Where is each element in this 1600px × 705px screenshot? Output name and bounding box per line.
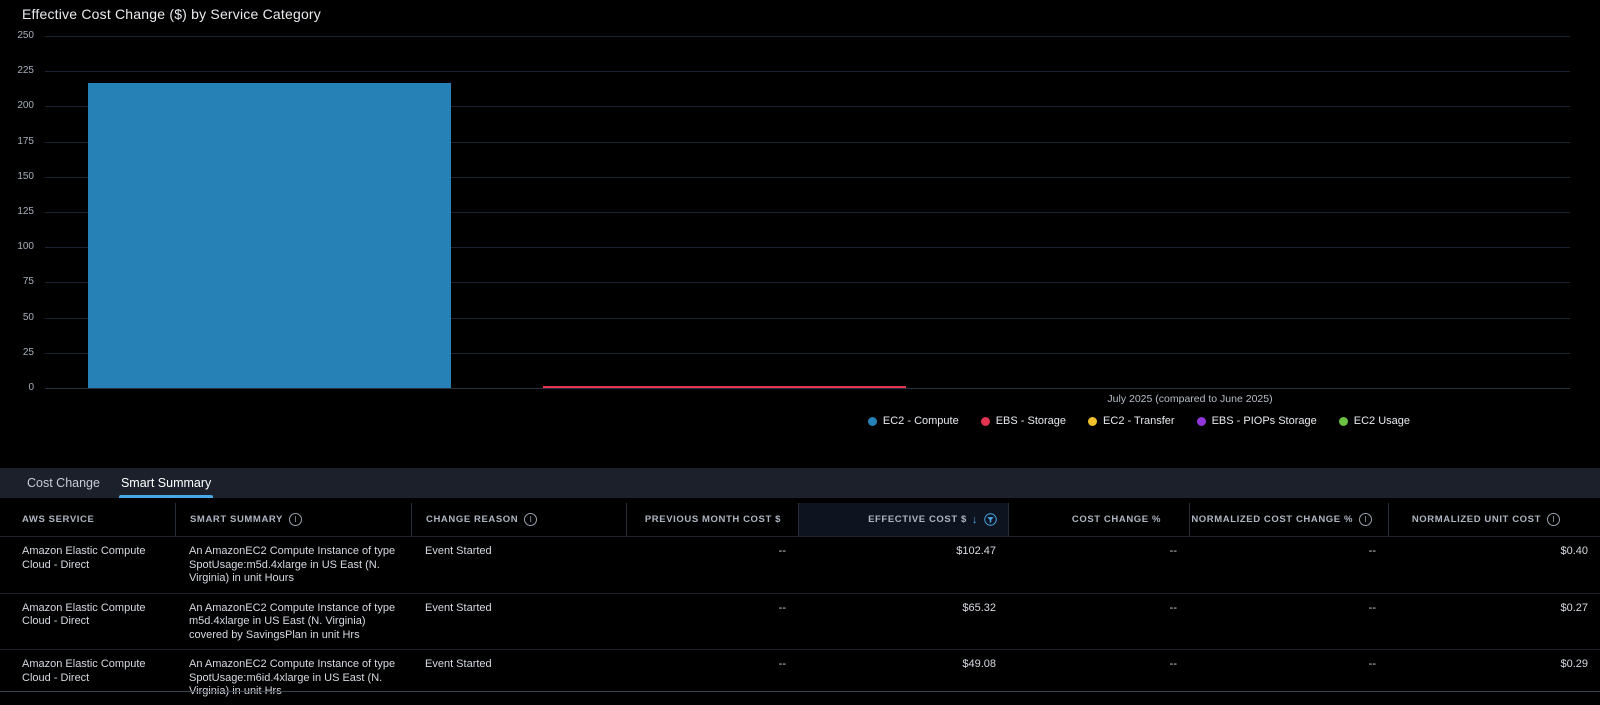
table-bottom-border (0, 691, 1600, 692)
table-header-row: AWS SERVICE SMART SUMMARY i CHANGE REASO… (0, 503, 1600, 536)
legend-dot-icon (1196, 416, 1206, 426)
cell-smart-summary: An AmazonEC2 Compute Instance of type Sp… (189, 658, 396, 697)
gridline (45, 352, 1570, 354)
column-header-effective-cost[interactable]: EFFECTIVE COST $ ↓ (798, 503, 1008, 536)
y-axis-tick: 175 (17, 135, 34, 147)
legend-item-ec2-compute[interactable]: EC2 - Compute (867, 415, 959, 427)
tab-bar: Cost Change Smart Summary (0, 468, 1600, 498)
cell-previous-month-cost: -- (778, 658, 786, 670)
cell-smart-summary: An AmazonEC2 Compute Instance of type m5… (189, 601, 396, 641)
cell-effective-cost: $49.08 (962, 658, 996, 670)
cell-normalized-cost-change-pct: -- (1368, 545, 1376, 557)
gridline (45, 317, 1570, 319)
gridline (45, 247, 1570, 249)
y-axis-tick: 250 (17, 30, 34, 41)
cell-change-reason: Event Started (425, 545, 492, 557)
cell-cost-change-pct: -- (1169, 601, 1177, 614)
cell-change-reason: Event Started (425, 658, 492, 670)
column-header-change-reason[interactable]: CHANGE REASON i (411, 503, 626, 536)
table-row[interactable]: Amazon Elastic Compute Cloud - Direct An… (0, 592, 1600, 650)
legend-label: EC2 Usage (1353, 415, 1410, 427)
y-axis-tick: 75 (22, 276, 34, 288)
y-axis-tick: 225 (17, 65, 34, 77)
column-header-aws-service[interactable]: AWS SERVICE (22, 514, 95, 525)
cell-normalized-unit-cost: $0.40 (1560, 545, 1588, 557)
sort-desc-icon[interactable]: ↓ (971, 513, 978, 526)
gridline (45, 106, 1570, 108)
legend-dot-icon (980, 416, 990, 426)
legend-dot-icon (1338, 416, 1348, 426)
filter-icon[interactable] (984, 513, 997, 526)
y-axis-tick: 25 (22, 346, 34, 358)
legend-item-ec2-usage[interactable]: EC2 Usage (1338, 415, 1410, 427)
gridline (45, 212, 1570, 213)
x-axis-baseline (45, 388, 1570, 389)
smart-summary-table: AWS SERVICE SMART SUMMARY i CHANGE REASO… (0, 503, 1600, 705)
legend-item-ec2-transfer[interactable]: EC2 - Transfer (1088, 415, 1175, 427)
legend-item-ebs-piops-storage[interactable]: EBS - PIOPs Storage (1196, 415, 1317, 427)
cell-aws-service: Amazon Elastic Compute Cloud - Direct (22, 545, 146, 571)
bar-ec2-compute[interactable] (88, 82, 451, 388)
column-header-normalized-unit-cost[interactable]: NORMALIZED UNIT COST i (1388, 503, 1600, 536)
y-axis-tick: 0 (28, 381, 34, 393)
chart-plot-area (0, 36, 1600, 389)
legend-dot-icon (1088, 416, 1098, 426)
legend-dot-icon (867, 416, 877, 426)
tab-label: Cost Change (27, 476, 100, 490)
cell-cost-change-pct: -- (1169, 545, 1177, 557)
info-icon[interactable]: i (1547, 513, 1560, 526)
cell-aws-service: Amazon Elastic Compute Cloud - Direct (22, 601, 146, 628)
info-icon[interactable]: i (1359, 513, 1372, 526)
cell-cost-change-pct: -- (1169, 658, 1177, 670)
column-header-normalized-cost-change-pct[interactable]: NORMALIZED COST CHANGE % i (1189, 503, 1388, 536)
y-axis-tick: 125 (17, 205, 34, 217)
chart-title: Effective Cost Change ($) by Service Cat… (22, 6, 321, 22)
gridline (45, 176, 1570, 178)
tab-smart-summary[interactable]: Smart Summary (118, 468, 214, 498)
table-row[interactable]: Amazon Elastic Compute Cloud - Direct An… (0, 536, 1600, 593)
tab-cost-change[interactable]: Cost Change (25, 468, 102, 498)
cell-change-reason: Event Started (425, 601, 492, 614)
active-tab-indicator (118, 495, 214, 498)
chart-legend: EC2 - Compute EBS - Storage EC2 - Transf… (867, 415, 1410, 427)
info-icon[interactable]: i (524, 513, 538, 526)
cell-normalized-unit-cost: $0.29 (1560, 658, 1588, 670)
bar-ebs-storage[interactable] (543, 385, 906, 388)
legend-label: EBS - Storage (995, 415, 1067, 427)
x-axis-label: July 2025 (compared to June 2025) (1107, 393, 1273, 405)
cell-normalized-cost-change-pct: -- (1368, 658, 1376, 670)
legend-label: EC2 - Transfer (1103, 415, 1175, 427)
y-axis-tick: 150 (17, 170, 34, 182)
cell-aws-service: Amazon Elastic Compute Cloud - Direct (22, 658, 146, 684)
column-header-cost-change-pct[interactable]: COST CHANGE % (1008, 503, 1189, 536)
legend-item-ebs-storage[interactable]: EBS - Storage (980, 415, 1067, 427)
y-axis-tick: 200 (17, 100, 34, 112)
y-axis-tick: 50 (22, 311, 34, 323)
y-axis: 250 225 200 175 150 125 100 75 50 25 0 (0, 30, 34, 393)
gridline (45, 71, 1570, 73)
cell-previous-month-cost: -- (778, 545, 786, 557)
legend-label: EC2 - Compute (882, 415, 959, 427)
cell-effective-cost: $102.47 (956, 545, 996, 557)
info-icon[interactable]: i (288, 513, 302, 526)
cell-normalized-unit-cost: $0.27 (1560, 601, 1588, 614)
column-header-previous-month-cost[interactable]: PREVIOUS MONTH COST $ (626, 503, 798, 536)
y-axis-tick: 100 (17, 241, 34, 253)
cell-normalized-cost-change-pct: -- (1368, 601, 1376, 614)
gridline (45, 36, 1570, 37)
gridline (45, 141, 1570, 143)
table-row[interactable]: Amazon Elastic Compute Cloud - Direct An… (0, 649, 1600, 705)
legend-label: EBS - PIOPs Storage (1211, 415, 1317, 427)
cell-smart-summary: An AmazonEC2 Compute Instance of type Sp… (189, 545, 396, 584)
cell-effective-cost: $65.32 (962, 601, 996, 614)
column-header-smart-summary[interactable]: SMART SUMMARY i (175, 503, 411, 536)
cell-previous-month-cost: -- (778, 601, 786, 614)
gridline (45, 282, 1570, 284)
tab-label: Smart Summary (120, 476, 212, 490)
